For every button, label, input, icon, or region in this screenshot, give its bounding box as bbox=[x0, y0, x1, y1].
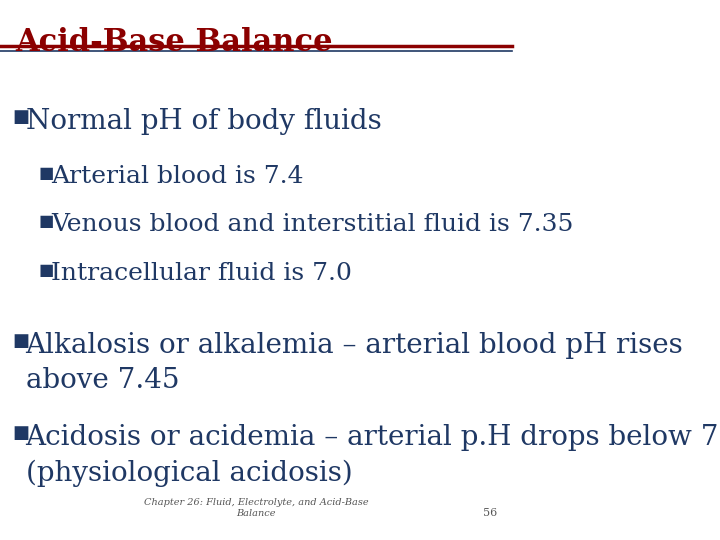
Text: ■: ■ bbox=[38, 262, 54, 279]
Text: ■: ■ bbox=[38, 213, 54, 230]
Text: Venous blood and interstitial fluid is 7.35: Venous blood and interstitial fluid is 7… bbox=[51, 213, 574, 237]
Text: Intracellular fluid is 7.0: Intracellular fluid is 7.0 bbox=[51, 262, 352, 285]
Text: Arterial blood is 7.4: Arterial blood is 7.4 bbox=[51, 165, 304, 188]
Text: ■: ■ bbox=[13, 424, 30, 442]
Text: ■: ■ bbox=[38, 165, 54, 181]
Text: ■: ■ bbox=[13, 332, 30, 350]
Text: Acid-Base Balance: Acid-Base Balance bbox=[15, 27, 333, 58]
Text: 56: 56 bbox=[483, 508, 497, 518]
Text: Acidosis or acidemia – arterial p.H drops below 7.35
(physiological acidosis): Acidosis or acidemia – arterial p.H drop… bbox=[26, 424, 720, 487]
Text: Alkalosis or alkalemia – arterial blood pH rises
above 7.45: Alkalosis or alkalemia – arterial blood … bbox=[26, 332, 683, 395]
Text: ■: ■ bbox=[13, 108, 30, 126]
Text: Normal pH of body fluids: Normal pH of body fluids bbox=[26, 108, 382, 135]
Text: Chapter 26: Fluid, Electrolyte, and Acid-Base
Balance: Chapter 26: Fluid, Electrolyte, and Acid… bbox=[144, 498, 369, 518]
